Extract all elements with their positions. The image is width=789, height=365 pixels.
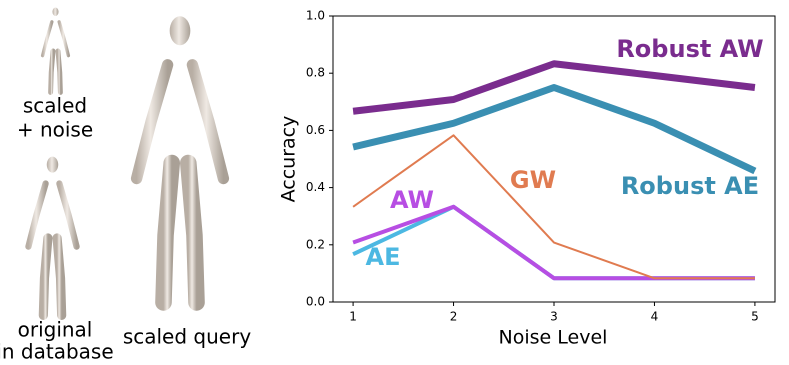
series-line	[352, 134, 755, 280]
y-tick-label: 0.4	[306, 180, 325, 194]
series-label: Robust AW	[616, 35, 763, 63]
series-label: AW	[390, 186, 434, 214]
y-tick-label: 0.2	[306, 237, 325, 251]
series-label: AE	[366, 243, 401, 271]
y-tick-label: 1.0	[306, 9, 325, 23]
series-line	[352, 60, 756, 115]
x-axis-label: Noise Level	[499, 327, 608, 349]
series-label: Robust AE	[621, 172, 759, 200]
x-tick-label: 5	[751, 310, 759, 324]
series-label: GW	[510, 166, 556, 194]
label: in database	[0, 340, 114, 362]
y-tick-label: 0.6	[306, 123, 325, 137]
label: original	[18, 318, 93, 342]
x-tick-label: 1	[349, 310, 357, 324]
y-axis-label: Accuracy	[278, 116, 300, 203]
series-line	[352, 84, 757, 175]
label: scaled	[23, 94, 87, 118]
human-original	[28, 157, 76, 316]
x-tick-label: 4	[651, 310, 659, 324]
x-tick-label: 2	[450, 310, 458, 324]
human-scaled-noise	[43, 7, 69, 92]
label: scaled query	[123, 325, 251, 349]
y-tick-label: 0.8	[306, 66, 325, 80]
x-tick-label: 3	[550, 310, 558, 324]
human-scaled-query	[137, 16, 224, 302]
y-tick-label: 0.0	[306, 295, 325, 309]
label: + noise	[17, 118, 93, 142]
